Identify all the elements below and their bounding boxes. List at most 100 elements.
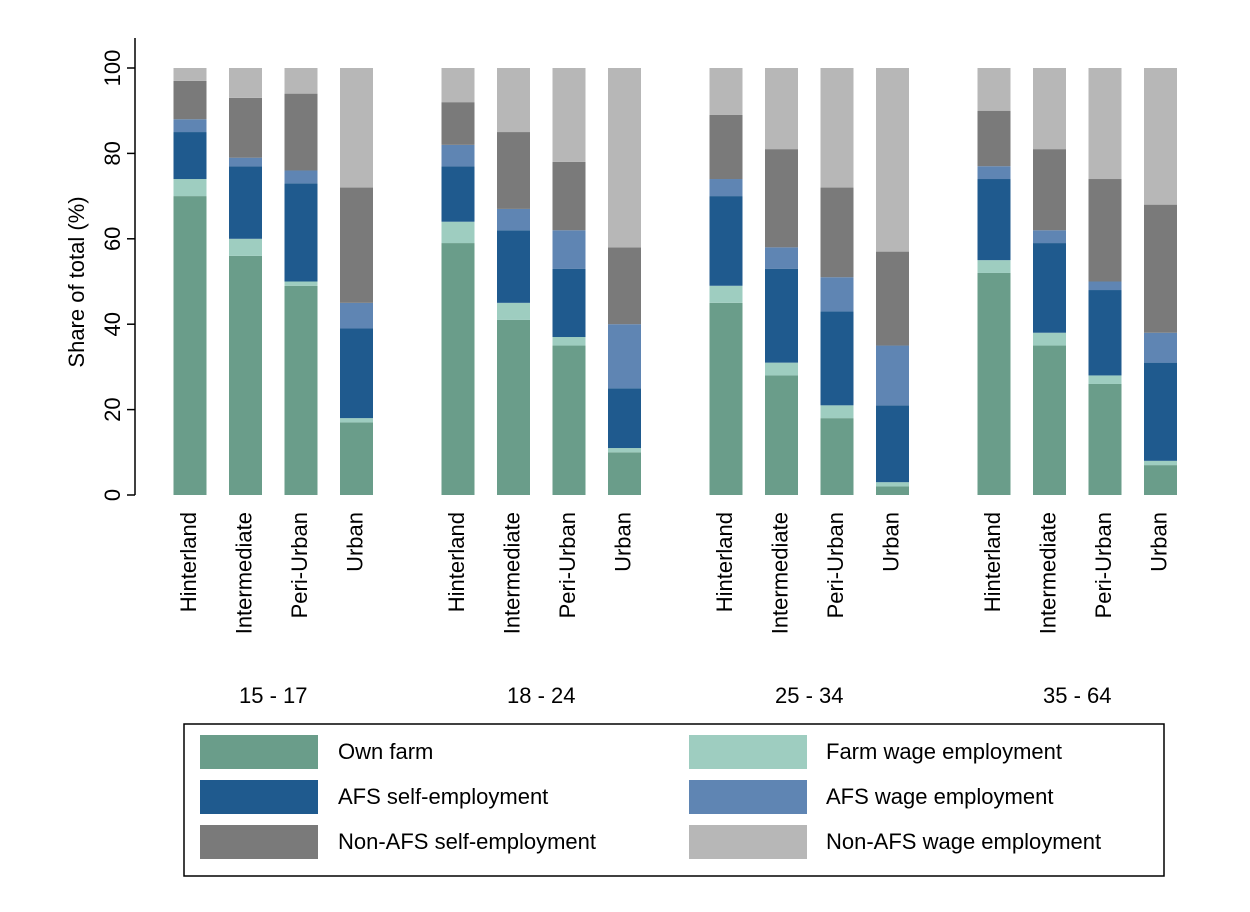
category-label: Urban bbox=[1146, 512, 1171, 572]
bar-segment bbox=[441, 68, 475, 103]
legend: Own farm Farm wage employment AFS self-emp… bbox=[183, 723, 1165, 877]
bar-segment bbox=[441, 243, 475, 495]
bar-segment bbox=[608, 247, 641, 325]
legend-label: Non-AFS self-employment bbox=[338, 829, 596, 854]
bars-layer bbox=[173, 68, 1177, 495]
category-label: Peri-Urban bbox=[287, 512, 312, 618]
bar-segment bbox=[552, 161, 586, 231]
bar-segment bbox=[977, 272, 1011, 495]
category-label: Hinterland bbox=[980, 512, 1005, 612]
bar-segment bbox=[441, 102, 475, 145]
bar-segment bbox=[820, 311, 854, 406]
legend-swatch bbox=[689, 825, 807, 859]
bar-segment bbox=[497, 68, 530, 133]
legend-label: Non-AFS wage employment bbox=[826, 829, 1101, 854]
bar-segment bbox=[552, 345, 586, 495]
bar-segment bbox=[1088, 383, 1122, 495]
bar-segment bbox=[552, 230, 586, 269]
bar-segment bbox=[608, 448, 641, 453]
category-label: Hinterland bbox=[176, 512, 201, 612]
bar-segment bbox=[709, 302, 743, 495]
bar-segment bbox=[608, 452, 641, 495]
bar-segment bbox=[1144, 204, 1177, 333]
bar-segment bbox=[1144, 465, 1177, 495]
bar-segment bbox=[497, 230, 530, 303]
bar-segment bbox=[284, 170, 318, 184]
bar-segment bbox=[173, 132, 207, 180]
bar-segment bbox=[229, 255, 262, 495]
bar-segment bbox=[709, 114, 743, 180]
bar-segment bbox=[229, 238, 262, 256]
category-label: Intermediate bbox=[767, 512, 792, 634]
legend-swatch bbox=[200, 780, 318, 814]
bar-segment bbox=[765, 68, 798, 150]
bar-segment bbox=[173, 80, 207, 120]
bar-segment bbox=[820, 277, 854, 312]
bar-segment bbox=[441, 144, 475, 167]
bar-segment bbox=[977, 260, 1011, 273]
bar-segment bbox=[709, 179, 743, 197]
y-tick-label: 100 bbox=[100, 50, 125, 87]
y-tick-label: 40 bbox=[100, 312, 125, 336]
legend-swatch bbox=[200, 735, 318, 769]
category-label: Hinterland bbox=[444, 512, 469, 612]
category-label: Intermediate bbox=[231, 512, 256, 634]
bar-segment bbox=[552, 268, 586, 338]
category-label: Peri-Urban bbox=[1091, 512, 1116, 618]
bar-segment bbox=[441, 221, 475, 244]
bar-segment bbox=[497, 132, 530, 209]
bar-segment bbox=[340, 187, 373, 303]
category-label: Urban bbox=[610, 512, 635, 572]
bar-segment bbox=[876, 405, 909, 483]
bar-segment bbox=[173, 119, 207, 133]
category-label: Intermediate bbox=[1035, 512, 1060, 634]
category-label: Urban bbox=[878, 512, 903, 572]
bar-segment bbox=[1088, 375, 1122, 384]
bar-segment bbox=[340, 68, 373, 188]
bar-segment bbox=[765, 149, 798, 248]
bar-segment bbox=[1033, 345, 1066, 495]
legend-label: Farm wage employment bbox=[826, 739, 1062, 764]
bar-segment bbox=[765, 268, 798, 363]
bar-segment bbox=[820, 68, 854, 188]
bar-segment bbox=[552, 68, 586, 162]
bar-segment bbox=[876, 482, 909, 487]
bar-segment bbox=[977, 68, 1011, 111]
bar-segment bbox=[340, 328, 373, 419]
bar-segment bbox=[284, 285, 318, 495]
legend-box bbox=[183, 723, 1165, 877]
bar-segment bbox=[876, 251, 909, 346]
bar-segment bbox=[1033, 68, 1066, 150]
bar-segment bbox=[441, 166, 475, 222]
bar-segment bbox=[1144, 332, 1177, 363]
group-label: 25 - 34 bbox=[775, 683, 844, 708]
bar-segment bbox=[1033, 332, 1066, 346]
bar-segment bbox=[229, 157, 262, 167]
bar-segment bbox=[284, 68, 318, 94]
bar-segment bbox=[340, 302, 373, 329]
bar-segment bbox=[1144, 460, 1177, 466]
bar-segment bbox=[820, 187, 854, 278]
y-axis: 0 20 40 60 80 100 bbox=[100, 38, 136, 501]
bar-segment bbox=[284, 281, 318, 286]
bar-segment bbox=[765, 362, 798, 376]
bar-segment bbox=[340, 418, 373, 423]
category-label: Hinterland bbox=[712, 512, 737, 612]
bar-segment bbox=[1088, 68, 1122, 180]
bar-segment bbox=[552, 337, 586, 346]
bar-segment bbox=[284, 93, 318, 171]
legend-swatch bbox=[200, 825, 318, 859]
bar-segment bbox=[173, 68, 207, 81]
legend-label: AFS self-employment bbox=[338, 784, 548, 809]
y-axis-title: Share of total (%) bbox=[64, 196, 89, 367]
bar-segment bbox=[1144, 68, 1177, 205]
category-label: Urban bbox=[342, 512, 367, 572]
bar-segment bbox=[765, 247, 798, 269]
bar-segment bbox=[709, 68, 743, 115]
group-label: 15 - 17 bbox=[239, 683, 308, 708]
bar-segment bbox=[229, 68, 262, 98]
bar-segment bbox=[876, 68, 909, 252]
bar-segment bbox=[1088, 281, 1122, 291]
